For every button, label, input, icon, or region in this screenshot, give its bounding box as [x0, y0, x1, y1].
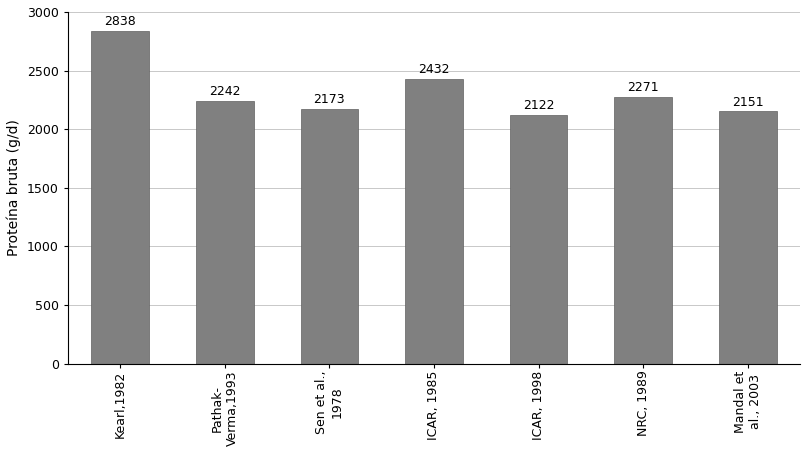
Text: 2271: 2271: [627, 82, 659, 95]
Text: 2432: 2432: [418, 63, 449, 76]
Text: 2122: 2122: [523, 99, 554, 112]
Bar: [196, 101, 253, 364]
Text: 2173: 2173: [314, 93, 345, 106]
Y-axis label: Proteína bruta (g/d): Proteína bruta (g/d): [7, 119, 22, 256]
Bar: [614, 97, 672, 364]
Text: 2151: 2151: [732, 96, 763, 109]
Bar: [301, 109, 358, 364]
Bar: [91, 31, 149, 364]
Bar: [719, 111, 776, 364]
Bar: [510, 115, 567, 364]
Text: 2242: 2242: [209, 85, 240, 98]
Bar: [405, 78, 462, 364]
Text: 2838: 2838: [104, 15, 136, 28]
